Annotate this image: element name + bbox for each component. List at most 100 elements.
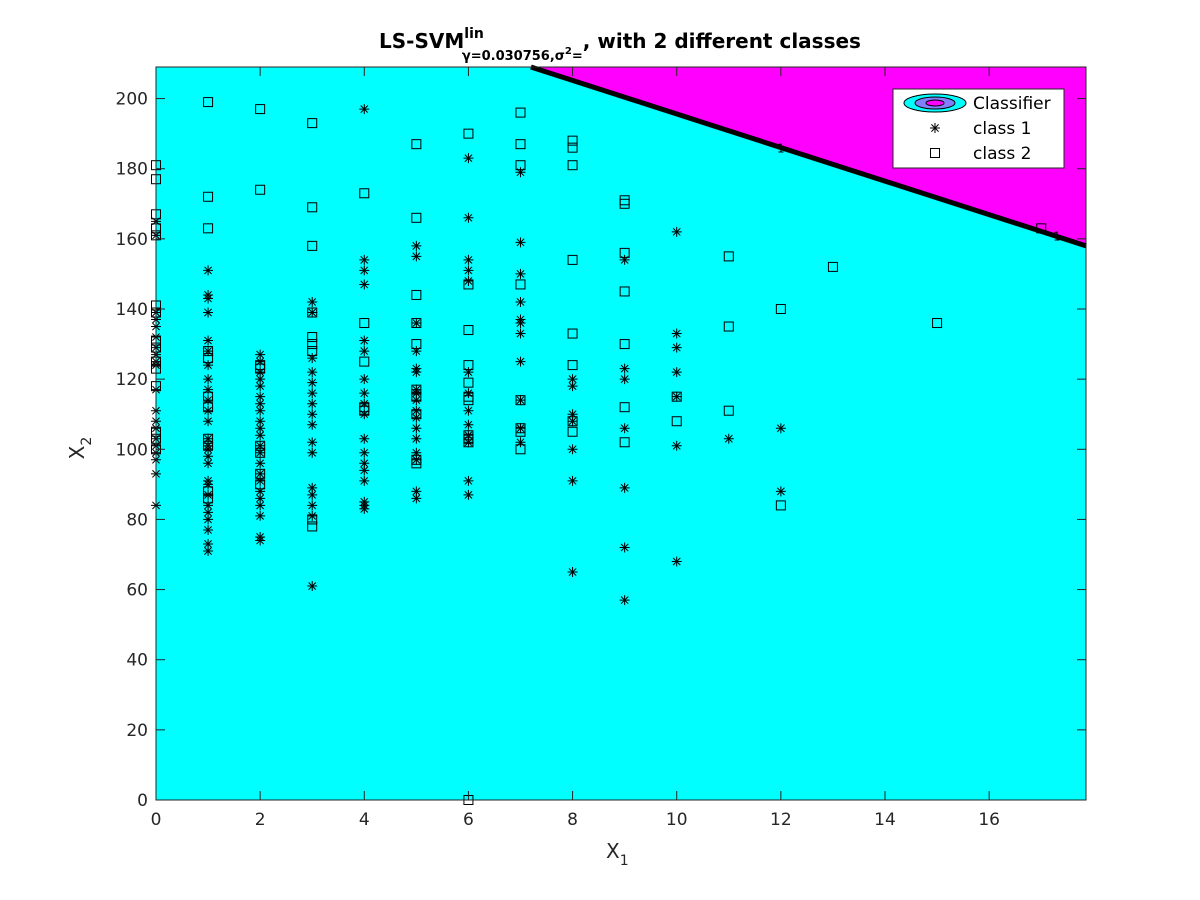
asterisk-stroke	[671, 391, 682, 402]
point-asterisk	[411, 493, 422, 504]
point-asterisk	[411, 412, 422, 423]
square-outline	[307, 521, 318, 532]
square-outline	[203, 353, 214, 364]
point-square	[463, 360, 474, 371]
point-square	[619, 402, 630, 413]
square-outline	[359, 356, 370, 367]
point-asterisk	[463, 254, 474, 265]
point-asterisk	[619, 254, 630, 265]
point-asterisk	[671, 391, 682, 402]
point-asterisk	[463, 153, 474, 164]
point-asterisk	[359, 503, 370, 514]
point-asterisk	[255, 493, 266, 504]
point-square	[255, 363, 266, 374]
square-outline	[463, 128, 474, 139]
point-square	[515, 395, 526, 406]
asterisk-stroke	[203, 293, 214, 304]
point-square	[411, 139, 422, 150]
square-outline	[203, 402, 214, 413]
square-outline	[307, 514, 318, 525]
point-asterisk	[307, 482, 318, 493]
square-outline	[307, 339, 318, 350]
point-square	[515, 426, 526, 437]
square-outline	[255, 184, 266, 195]
point-asterisk	[307, 500, 318, 511]
y-tick-label: 200	[116, 90, 148, 110]
square-outline	[567, 416, 578, 427]
point-square	[619, 286, 630, 297]
square-outline	[515, 107, 526, 118]
point-square	[463, 395, 474, 406]
asterisk-stroke	[307, 353, 318, 364]
point-asterisk	[359, 335, 370, 346]
point-square	[463, 325, 474, 336]
point-asterisk	[411, 433, 422, 444]
x-tick-label: 8	[567, 810, 578, 830]
asterisk-stroke	[515, 296, 526, 307]
square-outline	[515, 444, 526, 455]
asterisk-stroke	[203, 405, 214, 416]
point-asterisk	[255, 458, 266, 469]
point-asterisk	[203, 384, 214, 395]
square-outline	[255, 479, 266, 490]
asterisk-stroke	[411, 395, 422, 406]
asterisk-stroke	[307, 419, 318, 430]
point-asterisk	[255, 486, 266, 497]
point-asterisk	[411, 447, 422, 458]
point-asterisk	[463, 388, 474, 399]
point-square	[567, 254, 578, 265]
asterisk-stroke	[359, 398, 370, 409]
asterisk-stroke	[359, 388, 370, 399]
asterisk-stroke	[671, 367, 682, 378]
x-tick-label: 14	[874, 810, 896, 830]
y-tick-label: 180	[116, 160, 148, 180]
asterisk-stroke	[255, 391, 266, 402]
point-asterisk	[359, 409, 370, 420]
square-outline	[255, 363, 266, 374]
point-asterisk	[307, 398, 318, 409]
point-asterisk	[567, 409, 578, 420]
square-outline	[619, 402, 630, 413]
square-outline	[1036, 223, 1047, 234]
point-square	[255, 104, 266, 115]
point-asterisk	[203, 479, 214, 490]
asterisk-stroke	[411, 388, 422, 399]
square-outline	[515, 139, 526, 150]
asterisk-stroke	[359, 374, 370, 385]
asterisk-stroke	[203, 416, 214, 427]
asterisk-stroke	[411, 405, 422, 416]
y-label-text: X	[65, 445, 89, 459]
contour-label: 1	[777, 142, 785, 156]
asterisk-stroke	[255, 493, 266, 504]
square-outline	[515, 426, 526, 437]
square-outline	[723, 405, 734, 416]
asterisk-stroke	[203, 444, 214, 455]
square-outline	[203, 97, 214, 108]
point-square	[307, 240, 318, 251]
point-asterisk	[255, 423, 266, 434]
point-asterisk	[671, 367, 682, 378]
point-asterisk	[463, 475, 474, 486]
asterisk-stroke	[255, 374, 266, 385]
square-outline	[775, 500, 786, 511]
point-asterisk	[255, 405, 266, 416]
square-outline	[255, 104, 266, 115]
asterisk-stroke	[359, 447, 370, 458]
asterisk-stroke	[203, 384, 214, 395]
y-axis-label: X2	[65, 437, 95, 460]
asterisk-stroke	[567, 416, 578, 427]
legend: Classifier class 1 class 2	[892, 88, 1065, 169]
asterisk-stroke	[463, 265, 474, 276]
asterisk-stroke	[411, 423, 422, 434]
asterisk-stroke	[411, 454, 422, 465]
asterisk-stroke	[203, 538, 214, 549]
asterisk-stroke	[671, 342, 682, 353]
asterisk-stroke	[619, 595, 630, 606]
asterisk-stroke	[515, 318, 526, 329]
asterisk-stroke	[671, 556, 682, 567]
point-square	[723, 321, 734, 332]
point-asterisk	[515, 237, 526, 248]
point-square	[411, 289, 422, 300]
